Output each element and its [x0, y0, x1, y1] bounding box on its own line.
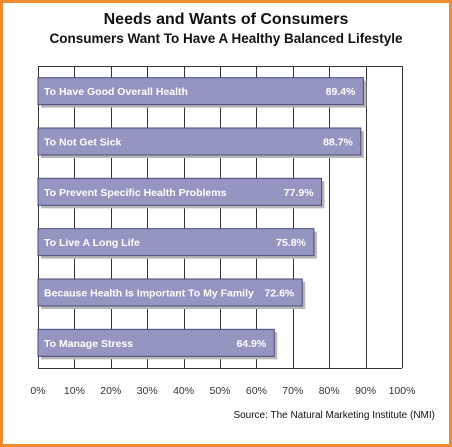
x-tick-label: 20%: [100, 385, 121, 397]
bar: [37, 278, 303, 307]
bar-value-label: 75.8%: [276, 237, 306, 249]
chart-title: Needs and Wants of Consumers: [103, 11, 349, 28]
x-tick-label: 0%: [30, 385, 45, 397]
x-tick-label: 60%: [246, 385, 267, 397]
bar-category-label: To Not Get Sick: [44, 137, 122, 149]
bar-value-label: 72.6%: [264, 288, 294, 300]
x-tick-label: 100%: [389, 385, 416, 397]
x-tick-label: 50%: [209, 385, 230, 397]
bar: [37, 177, 323, 206]
x-tick-label: 10%: [64, 385, 85, 397]
x-tick-label: 90%: [355, 385, 376, 397]
bar: [37, 328, 275, 357]
x-tick-label: 70%: [282, 385, 303, 397]
bar: [37, 77, 364, 106]
bar-category-label: To Manage Stress: [44, 338, 133, 350]
x-tick-label: 40%: [173, 385, 194, 397]
chart-subtitle: Consumers Want To Have A Healthy Balance…: [49, 31, 403, 46]
bar-value-label: 77.9%: [284, 187, 314, 199]
bar-value-label: 89.4%: [326, 86, 356, 98]
bar-value-label: 88.7%: [323, 137, 353, 149]
bar: [37, 127, 362, 156]
bar-category-label: To Have Good Overall Health: [44, 86, 188, 98]
source-note: Source: The Natural Marketing Institute …: [233, 410, 435, 421]
bar: [37, 228, 315, 257]
bar-value-label: 64.9%: [236, 338, 266, 350]
bar-category-label: To Live A Long Life: [44, 237, 140, 249]
x-tick-label: 80%: [319, 385, 340, 397]
bar-category-label: To Prevent Specific Health Problems: [44, 187, 227, 199]
x-tick-label: 30%: [137, 385, 158, 397]
bar-category-label: Because Health Is Important To My Family: [44, 288, 254, 300]
